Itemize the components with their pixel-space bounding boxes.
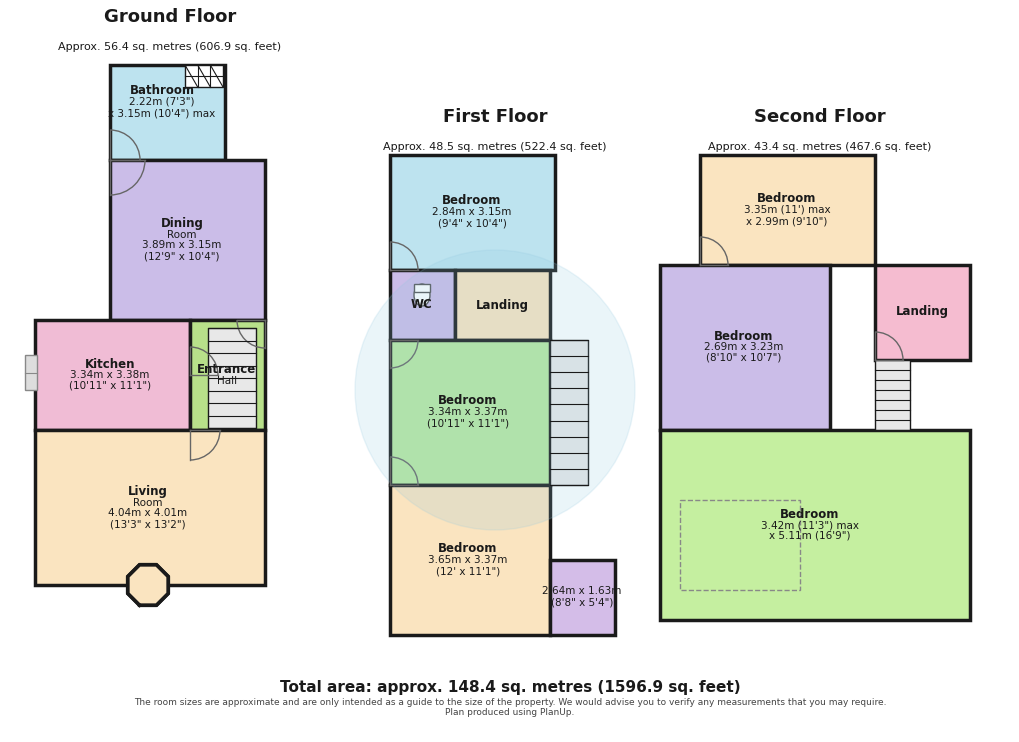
Text: Approx. 48.5 sq. metres (522.4 sq. feet): Approx. 48.5 sq. metres (522.4 sq. feet) (383, 142, 606, 152)
Text: 2.22m (7'3"): 2.22m (7'3") (129, 97, 195, 107)
Text: 2.84m x 3.15m: 2.84m x 3.15m (432, 207, 512, 217)
Text: 3.34m x 3.38m: 3.34m x 3.38m (70, 370, 150, 380)
Bar (190, 320, 265, 430)
Text: 2.69m x 3.23m: 2.69m x 3.23m (704, 342, 783, 352)
Bar (874, 265, 969, 360)
Polygon shape (127, 565, 168, 605)
Text: Landing: Landing (475, 298, 528, 312)
Text: Dining: Dining (160, 217, 203, 230)
Text: Total area: approx. 148.4 sq. metres (1596.9 sq. feet): Total area: approx. 148.4 sq. metres (15… (279, 680, 740, 695)
Text: (13'3" x 13'2"): (13'3" x 13'2") (110, 519, 185, 530)
Bar (659, 430, 969, 620)
Text: WC: WC (411, 298, 432, 312)
Text: First Floor: First Floor (442, 108, 547, 126)
Text: (8'10" x 10'7"): (8'10" x 10'7") (705, 353, 781, 363)
Bar (699, 155, 874, 265)
Text: Bedroom: Bedroom (713, 329, 773, 343)
Text: (10'11" x 11'1"): (10'11" x 11'1") (427, 418, 508, 428)
Bar (874, 360, 909, 430)
Text: x 3.15m (10'4") max: x 3.15m (10'4") max (108, 108, 215, 118)
Text: Bedroom: Bedroom (780, 508, 839, 520)
Text: 4.04m x 4.01m: 4.04m x 4.01m (108, 508, 187, 519)
Text: Approx. 56.4 sq. metres (606.9 sq. feet): Approx. 56.4 sq. metres (606.9 sq. feet) (58, 42, 281, 52)
Text: 2.64m x 1.63m: 2.64m x 1.63m (542, 586, 621, 597)
Bar (208, 328, 256, 428)
Text: Bedroom: Bedroom (438, 395, 497, 407)
Text: (9'4" x 10'4"): (9'4" x 10'4") (437, 218, 506, 228)
Ellipse shape (414, 284, 430, 306)
Text: (8'8" x 5'4"): (8'8" x 5'4") (550, 597, 612, 608)
Text: Bathroom: Bathroom (129, 85, 195, 97)
Text: (12'9" x 10'4"): (12'9" x 10'4") (144, 252, 219, 261)
Text: The room sizes are approximate and are only intended as a guide to the size of t: The room sizes are approximate and are o… (133, 698, 886, 718)
Text: 3.34m x 3.37m: 3.34m x 3.37m (428, 407, 507, 417)
Text: Bedroom: Bedroom (438, 542, 497, 556)
Bar (110, 65, 225, 160)
Text: Hall: Hall (217, 375, 236, 386)
Text: Second Floor: Second Floor (753, 108, 884, 126)
Text: Living: Living (128, 485, 168, 498)
Text: Room: Room (167, 229, 197, 240)
Text: 3.65m x 3.37m: 3.65m x 3.37m (428, 555, 507, 565)
Text: Bedroom: Bedroom (756, 192, 816, 206)
Bar (549, 340, 587, 485)
Bar (25, 355, 37, 390)
Text: Ground Floor: Ground Floor (104, 8, 235, 26)
Text: Entrance: Entrance (198, 363, 257, 376)
Bar (389, 155, 554, 270)
Bar (35, 430, 265, 585)
Text: 3.42m (11'3") max: 3.42m (11'3") max (760, 520, 858, 530)
Text: (12' x 11'1"): (12' x 11'1") (435, 566, 499, 576)
Text: Approx. 43.4 sq. metres (467.6 sq. feet): Approx. 43.4 sq. metres (467.6 sq. feet) (707, 142, 930, 152)
Text: (10'11" x 11'1"): (10'11" x 11'1") (69, 381, 151, 391)
Bar (680, 500, 799, 590)
Bar (389, 270, 454, 340)
Bar (389, 485, 549, 635)
Text: x 2.99m (9'10"): x 2.99m (9'10") (746, 216, 826, 226)
Text: x 5.11m (16'9"): x 5.11m (16'9") (768, 531, 850, 541)
Text: Landing: Landing (895, 306, 948, 318)
Text: Kitchen: Kitchen (85, 358, 136, 370)
Bar (454, 270, 549, 340)
Bar (389, 340, 549, 485)
Bar (110, 160, 265, 320)
Text: Bedroom: Bedroom (442, 194, 501, 208)
Bar (184, 65, 223, 87)
Text: 3.89m x 3.15m: 3.89m x 3.15m (143, 240, 221, 251)
Circle shape (355, 250, 635, 530)
Bar (414, 284, 430, 292)
Bar (659, 265, 829, 430)
Text: Room: Room (133, 497, 163, 508)
Bar (549, 560, 614, 635)
Text: 3.35m (11') max: 3.35m (11') max (743, 205, 829, 215)
Bar (35, 320, 190, 430)
